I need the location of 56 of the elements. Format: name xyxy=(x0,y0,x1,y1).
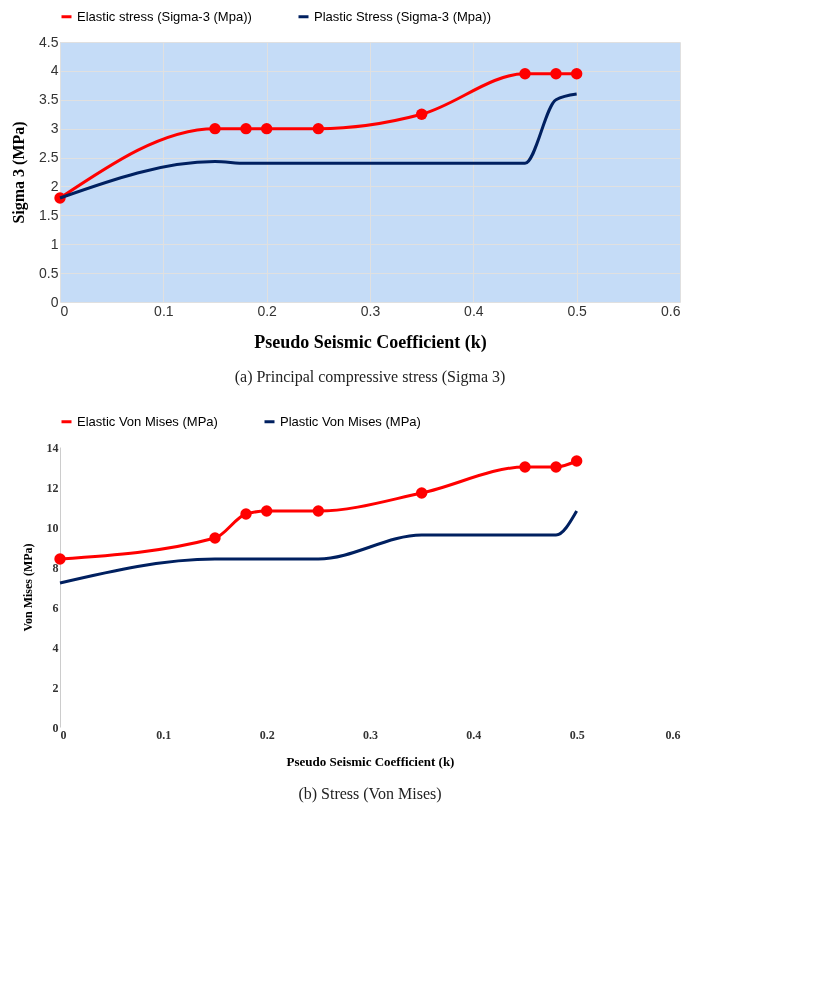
y-tick-label: 4.5 xyxy=(39,33,59,50)
y-tick-label: 3 xyxy=(50,120,59,137)
x-tick-label: 0.5 xyxy=(569,727,585,742)
y-tick-label: 0.5 xyxy=(39,264,59,281)
y-tick-label: 14 xyxy=(46,440,59,455)
legend-label: Plastic Stress (Sigma-3 (Mpa)) xyxy=(314,8,491,24)
y-tick-label: 8 xyxy=(52,560,59,575)
x-tick-label: 0.5 xyxy=(567,302,588,319)
y-tick-label: 2 xyxy=(50,177,59,194)
legend-label: Plastic Von Mises (MPa) xyxy=(280,413,421,429)
point xyxy=(240,122,252,135)
point xyxy=(209,532,221,544)
point xyxy=(519,68,531,80)
point xyxy=(415,108,428,120)
point xyxy=(415,487,428,499)
point xyxy=(54,553,66,565)
x-tick-label: 0.3 xyxy=(363,727,378,742)
x-axis-title: Pseudo Seismic Coefficient (k) xyxy=(254,331,487,353)
point xyxy=(312,122,325,135)
y-axis-title: Von Mises (MPa) xyxy=(20,543,35,632)
x-tick-label: 0.4 xyxy=(464,302,484,319)
point xyxy=(260,505,273,517)
x-tick-label: 0.6 xyxy=(665,727,681,742)
y-axis-title: Sigma 3 (MPa) xyxy=(10,121,29,224)
y-tick-label: 2.5 xyxy=(39,149,59,166)
y-tick-label: 4 xyxy=(52,640,59,655)
y-tick-label: 12 xyxy=(46,480,59,495)
y-tick-label: 4 xyxy=(50,62,59,79)
x-tick-label: 0.1 xyxy=(156,727,172,742)
x-axis-title: Pseudo Seismic Coefficient (k) xyxy=(286,753,455,769)
point xyxy=(550,461,562,473)
y-tick-label: 6 xyxy=(52,600,59,615)
x-tick-label: 0.4 xyxy=(466,727,482,742)
x-tick-label: 0.3 xyxy=(360,302,381,319)
point xyxy=(260,122,273,135)
y-tick-label: 2 xyxy=(52,680,59,695)
x-tick-label: 0.2 xyxy=(257,302,278,319)
x-tick-label: 0.2 xyxy=(259,727,275,742)
legend-label: Elastic stress (Sigma-3 (Mpa)) xyxy=(77,8,252,24)
x-tick-label: 0.6 xyxy=(661,302,681,319)
y-tick-label: 1 xyxy=(50,235,59,252)
point xyxy=(209,122,221,135)
point xyxy=(519,461,531,473)
point xyxy=(312,505,325,517)
y-tick-label: 3.5 xyxy=(39,91,59,108)
x-tick-label: 0.1 xyxy=(154,302,174,319)
point xyxy=(550,68,562,80)
legend-label: Elastic Von Mises (MPa) xyxy=(77,413,218,429)
point xyxy=(570,68,583,80)
y-tick-label: 1.5 xyxy=(39,206,59,223)
point xyxy=(240,508,252,520)
line-series xyxy=(58,509,579,585)
point xyxy=(570,455,583,467)
text: (a) Principal compressive stress (Sigma 3) xyxy=(234,368,506,386)
text: (b) Stress (Von Mises) xyxy=(298,785,442,803)
y-tick-label: 10 xyxy=(46,520,59,535)
